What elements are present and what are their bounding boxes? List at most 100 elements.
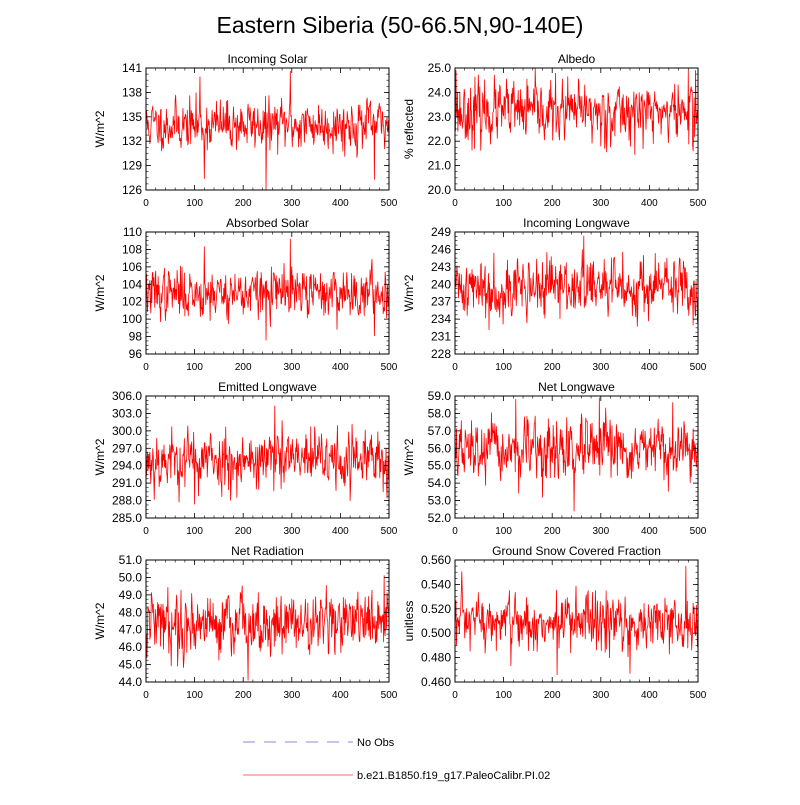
chart-8-ytick-label-1: 0.480 (421, 651, 451, 665)
chart-7-xtick-label-0: 0 (143, 690, 149, 701)
chart-3-xtick-label-4: 400 (332, 362, 349, 373)
chart-2-ytick-label-1: 21.0 (428, 159, 452, 173)
chart-4-xtick-label-5: 500 (690, 362, 707, 373)
chart-7-series-1 (145, 575, 390, 681)
chart-3-xtick-label-0: 0 (143, 362, 149, 373)
chart-1-ytick-label-4: 138 (122, 85, 142, 99)
chart-4-ylabel: W/m^2 (402, 274, 416, 311)
chart-8-xtick-label-5: 500 (690, 690, 707, 701)
chart-1-xtick-label-2: 200 (235, 198, 252, 209)
chart-1-ytick-label-2: 132 (122, 134, 142, 148)
chart-6-ytick-label-7: 59.0 (428, 389, 452, 403)
chart-2-xtick-label-3: 300 (592, 198, 609, 209)
chart-3-series-1 (145, 238, 390, 341)
chart-7-xtick-label-3: 300 (283, 690, 300, 701)
chart-7-ytick-label-2: 46.0 (119, 640, 143, 654)
chart-4-series-1 (454, 235, 699, 331)
chart-8-xtick-label-0: 0 (452, 690, 458, 701)
chart-4-ytick-label-6: 246 (431, 242, 451, 256)
chart-6-xtick-label-2: 200 (544, 526, 561, 537)
chart-2-xtick-label-0: 0 (452, 198, 458, 209)
chart-7-ytick-label-0: 44.0 (119, 675, 143, 689)
chart-3-ytick-label-6: 108 (122, 242, 142, 256)
chart-1-ylabel: W/m^2 (93, 110, 107, 147)
chart-7-xtick-label-5: 500 (381, 690, 398, 701)
chart-2-xtick-label-4: 400 (641, 198, 658, 209)
chart-8-title: Ground Snow Covered Fraction (492, 544, 661, 558)
chart-8: Ground Snow Covered Fraction unitless 0 100… (402, 544, 707, 701)
chart-1-ytick-label-3: 135 (122, 110, 142, 124)
chart-4-title: Incoming Longwave (523, 216, 630, 230)
chart-7: Net Radiation W/m^2 0 100 200 300 400 500 44.0 45… (93, 544, 398, 701)
chart-6-series-1 (454, 397, 699, 512)
chart-3-ytick-label-7: 110 (123, 225, 142, 239)
chart-7-ytick-label-6: 50.0 (119, 570, 143, 584)
chart-5-ytick-label-5: 300.0 (112, 424, 142, 438)
chart-5-xtick-label-3: 300 (283, 526, 300, 537)
chart-2-ytick-label-2: 22.0 (428, 134, 452, 148)
chart-7-ytick-label-3: 47.0 (119, 623, 143, 637)
chart-5-ytick-label-7: 306.0 (112, 389, 142, 403)
chart-1-xtick-label-3: 300 (283, 198, 300, 209)
chart-7-ylabel: W/m^2 (93, 602, 107, 639)
chart-3-ytick-label-4: 104 (122, 277, 142, 291)
chart-5-xtick-label-4: 400 (332, 526, 349, 537)
chart-6-ylabel: W/m^2 (402, 438, 416, 475)
chart-2-xtick-label-2: 200 (544, 198, 561, 209)
chart-7-xtick-label-2: 200 (235, 690, 252, 701)
chart-5-ytick-label-1: 288.0 (112, 494, 142, 508)
chart-6-xtick-label-3: 300 (592, 526, 609, 537)
chart-6-ytick-label-0: 52.0 (428, 511, 452, 525)
chart-4-ytick-label-7: 249 (431, 225, 451, 239)
chart-5-title: Emitted Longwave (218, 380, 317, 394)
chart-7-ytick-label-5: 49.0 (119, 588, 143, 602)
chart-3-ytick-label-0: 96 (129, 347, 143, 361)
chart-6-ytick-label-2: 54.0 (428, 476, 452, 490)
chart-4-xtick-label-0: 0 (452, 362, 458, 373)
chart-1-series-1 (145, 70, 390, 191)
chart-7-ytick-label-4: 48.0 (119, 605, 143, 619)
chart-4-ytick-label-4: 240 (431, 277, 451, 291)
chart-2-series-1 (454, 67, 699, 155)
chart-6-title: Net Longwave (538, 380, 615, 394)
chart-2-xtick-label-5: 500 (690, 198, 707, 209)
chart-1-title: Incoming Solar (227, 52, 307, 66)
chart-5: Emitted Longwave W/m^2 0 100 200 300 400 500 285… (93, 380, 398, 537)
chart-2-ytick-label-5: 25.0 (428, 61, 452, 75)
chart-2-ytick-label-4: 24.0 (428, 85, 452, 99)
chart-4: Incoming Longwave W/m^2 0 100 200 300 400 500 22… (402, 216, 707, 373)
chart-8-series-1 (454, 565, 699, 676)
chart-6-ytick-label-1: 53.0 (428, 494, 452, 508)
chart-5-ytick-label-6: 303.0 (112, 406, 142, 420)
chart-6-xtick-label-0: 0 (452, 526, 458, 537)
chart-3-ytick-label-5: 106 (122, 260, 142, 274)
chart-6-ytick-label-5: 57.0 (428, 424, 452, 438)
chart-8-xtick-label-2: 200 (544, 690, 561, 701)
chart-3-title: Absorbed Solar (226, 216, 309, 230)
chart-5-ylabel: W/m^2 (93, 438, 107, 475)
chart-3-xtick-label-5: 500 (381, 362, 398, 373)
figure-title: Eastern Siberia (50-66.5N,90-140E) (217, 12, 584, 38)
chart-5-xtick-label-5: 500 (381, 526, 398, 537)
chart-7-ytick-label-7: 51.0 (119, 553, 143, 567)
chart-8-ytick-label-3: 0.520 (421, 602, 451, 616)
chart-8-ytick-label-0: 0.460 (421, 675, 451, 689)
chart-1-xtick-label-4: 400 (332, 198, 349, 209)
chart-2: Albedo % reflected 0 100 200 300 400 500 20.0 21.… (402, 52, 707, 209)
chart-5-ytick-label-2: 291.0 (112, 476, 142, 490)
legend: No Obs b.e21.B1850.f19_g17.PaleoCalibr.P… (243, 737, 550, 782)
chart-8-xtick-label-3: 300 (592, 690, 609, 701)
legend-label-no-obs: No Obs (357, 737, 395, 749)
chart-5-ytick-label-4: 297.0 (112, 441, 142, 455)
chart-5-xtick-label-2: 200 (235, 526, 252, 537)
chart-5-series-1 (145, 405, 390, 505)
chart-6-ytick-label-6: 58.0 (428, 406, 452, 420)
chart-3-xtick-label-3: 300 (283, 362, 300, 373)
chart-5-xtick-label-1: 100 (186, 526, 203, 537)
chart-4-ytick-label-3: 237 (431, 295, 451, 309)
chart-1-ytick-label-1: 129 (122, 159, 142, 173)
chart-8-ytick-label-4: 0.540 (421, 577, 451, 591)
chart-4-xtick-label-4: 400 (641, 362, 658, 373)
chart-8-ylabel: unitless (402, 601, 416, 642)
